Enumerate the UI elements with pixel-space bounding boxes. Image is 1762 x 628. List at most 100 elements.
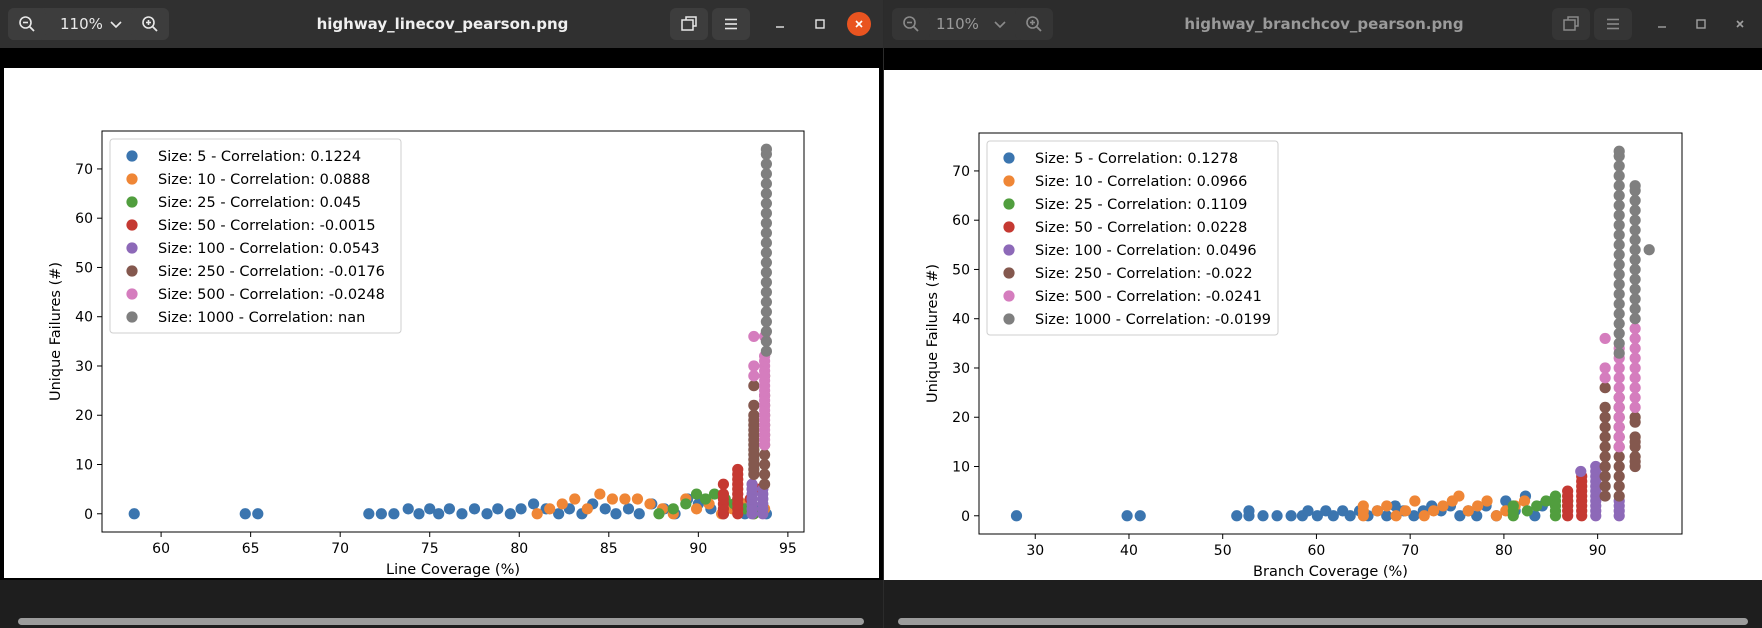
legend-marker	[1003, 175, 1015, 187]
data-point	[748, 370, 760, 382]
data-point	[1599, 362, 1611, 374]
data-point	[1613, 441, 1625, 453]
scrollbar-thumb[interactable]	[18, 618, 864, 625]
minimize-button[interactable]	[1650, 12, 1674, 36]
series-4	[1575, 460, 1625, 522]
close-button[interactable]	[847, 12, 871, 36]
data-point	[610, 508, 622, 520]
scrollbar-thumb[interactable]	[898, 618, 1748, 625]
x-axis-label: Branch Coverage (%)	[1253, 564, 1408, 580]
legend-label: Size: 50 - Correlation: 0.0228	[1035, 220, 1247, 236]
legend-marker	[1003, 198, 1015, 210]
maximize-button[interactable]	[1689, 12, 1713, 36]
data-point	[1613, 337, 1625, 349]
fit-window-button[interactable]	[1552, 8, 1590, 40]
data-point	[1481, 495, 1493, 507]
data-point	[1613, 470, 1625, 482]
legend-label: Size: 500 - Correlation: -0.0248	[158, 287, 385, 303]
x-tick-label: 95	[779, 541, 797, 557]
data-point	[239, 508, 251, 520]
close-button[interactable]	[1728, 12, 1752, 36]
legend-label: Size: 100 - Correlation: 0.0543	[158, 241, 380, 257]
hamburger-menu-icon	[1607, 18, 1619, 30]
data-point	[760, 217, 772, 229]
horizontal-scrollbar[interactable]	[884, 580, 1762, 628]
minimize-button[interactable]	[768, 12, 792, 36]
data-point	[1613, 372, 1625, 384]
data-point	[1389, 500, 1401, 512]
data-point	[1629, 342, 1641, 354]
window-title: highway_linecov_pearson.png	[316, 15, 569, 33]
hamburger-menu-icon	[725, 18, 737, 30]
data-point	[1472, 500, 1484, 512]
zoom-in-button[interactable]	[1015, 8, 1053, 40]
y-tick-label: 10	[75, 458, 93, 474]
legend-label: Size: 500 - Correlation: -0.0241	[1035, 289, 1262, 305]
data-point	[1518, 495, 1531, 507]
x-tick-label: 90	[1589, 543, 1607, 559]
image-canvas[interactable]: 60 65 70 75 80 85 90 95 0 10 20 30 40 50 60 70 Line Cove…	[0, 48, 883, 580]
y-tick-label: 30	[75, 359, 93, 375]
data-point	[1521, 505, 1533, 517]
data-point	[759, 468, 771, 480]
data-point	[748, 380, 760, 392]
data-point	[759, 478, 771, 490]
data-point	[1540, 495, 1552, 507]
data-point	[1613, 480, 1625, 492]
zoom-dropdown-button[interactable]	[984, 8, 1016, 40]
series-3	[1562, 470, 1588, 522]
data-point	[1629, 382, 1641, 394]
data-point	[1613, 288, 1625, 300]
data-point	[1454, 510, 1466, 522]
legend-marker	[126, 265, 138, 277]
data-point	[760, 335, 772, 347]
data-point	[1381, 510, 1393, 522]
data-point	[1302, 505, 1314, 517]
data-point	[760, 325, 772, 338]
zoom-in-button[interactable]	[131, 8, 169, 40]
data-point	[1381, 500, 1393, 512]
menu-button[interactable]	[712, 8, 750, 40]
x-tick-label: 75	[421, 541, 439, 557]
fit-window-icon	[1563, 16, 1579, 31]
legend-label: Size: 100 - Correlation: 0.0496	[1035, 243, 1257, 259]
data-point	[599, 503, 611, 515]
zoom-level[interactable]: 110%	[60, 15, 103, 33]
data-point	[1599, 421, 1611, 433]
zoom-out-button[interactable]	[892, 8, 930, 40]
data-point	[1613, 145, 1625, 157]
data-point	[1613, 382, 1625, 394]
fit-window-button[interactable]	[670, 8, 708, 40]
data-point	[619, 493, 631, 505]
image-canvas[interactable]: 30 40 50 60 70 80 90 0 10 20 30 40 50 60 70 Branch Cove…	[884, 48, 1762, 580]
data-point	[1613, 209, 1625, 221]
data-point	[252, 508, 264, 520]
data-point	[1629, 204, 1641, 216]
data-point	[1613, 421, 1625, 433]
data-point	[1629, 313, 1641, 325]
series-4	[746, 478, 769, 520]
zoom-out-button[interactable]	[8, 8, 46, 40]
legend: Size: 5 - Correlation: 0.1278 Size: 10 - …	[986, 140, 1279, 336]
zoom-level[interactable]: 110%	[936, 15, 979, 33]
data-point	[1613, 258, 1625, 271]
horizontal-scrollbar[interactable]	[0, 580, 883, 628]
data-point	[1629, 322, 1641, 335]
zoom-out-icon	[19, 16, 35, 32]
y-axis-label: Unique Failures (#)	[925, 264, 941, 403]
menu-button[interactable]	[1594, 8, 1632, 40]
y-tick-label: 0	[84, 507, 93, 523]
zoom-dropdown-button[interactable]	[100, 8, 132, 40]
y-tick-label: 20	[952, 410, 970, 426]
x-axis-label: Line Coverage (%)	[386, 562, 520, 578]
series-3	[717, 463, 764, 520]
y-tick-label: 30	[952, 361, 970, 377]
data-point	[1613, 451, 1625, 463]
data-point	[1613, 460, 1625, 473]
legend-label: Size: 10 - Correlation: 0.0888	[158, 172, 370, 188]
maximize-button[interactable]	[808, 12, 832, 36]
data-point	[1613, 170, 1625, 182]
chart-image: 60 65 70 75 80 85 90 95 0 10 20 30 40 50 60 70 Line Cove…	[4, 68, 879, 578]
data-point	[1629, 234, 1641, 246]
data-point	[1613, 298, 1625, 310]
